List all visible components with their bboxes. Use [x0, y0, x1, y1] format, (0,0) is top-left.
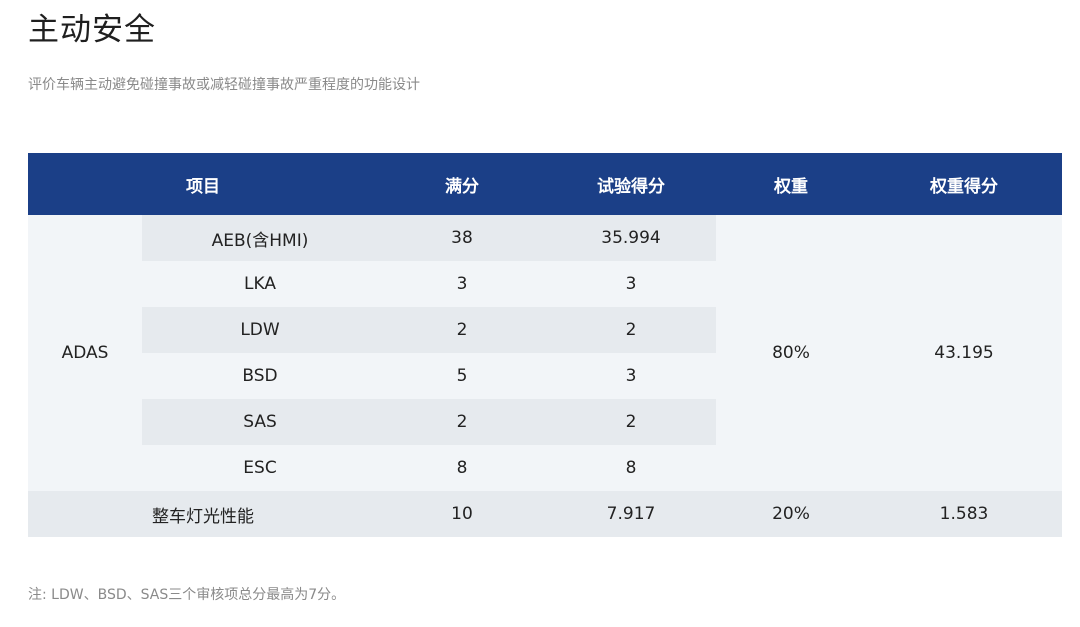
row-full-score: 2 — [378, 399, 546, 445]
adas-group-cell: ADAS — [28, 215, 142, 491]
table-row: SAS 2 2 — [28, 399, 1062, 445]
header-weight: 权重 — [716, 153, 866, 215]
row-full-score: 3 — [378, 261, 546, 307]
row-test-score: 2 — [546, 399, 716, 445]
header-full-score: 满分 — [378, 153, 546, 215]
score-table: 项目 满分 试验得分 权重 权重得分 ADAS AEB(含HMI) 38 35.… — [28, 153, 1062, 537]
page-title: 主动安全 — [28, 12, 156, 48]
row-full-score: 5 — [378, 353, 546, 399]
footnote: 注: LDW、BSD、SAS三个审核项总分最高为7分。 — [28, 587, 346, 603]
row-test-score: 8 — [546, 445, 716, 491]
row-test-score: 2 — [546, 307, 716, 353]
row-full-score: 38 — [378, 215, 546, 261]
lighting-weighted-score: 1.583 — [866, 491, 1062, 537]
row-full-score: 8 — [378, 445, 546, 491]
lighting-weight: 20% — [716, 491, 866, 537]
header-test-score: 试验得分 — [546, 153, 716, 215]
table-header-row: 项目 满分 试验得分 权重 权重得分 — [28, 153, 1062, 215]
table-row: BSD 5 3 — [28, 353, 1062, 399]
header-weighted-score: 权重得分 — [866, 153, 1062, 215]
table-row: ESC 8 8 — [28, 445, 1062, 491]
row-test-score: 3 — [546, 261, 716, 307]
adas-weight-cell: 80% — [716, 215, 866, 491]
row-item-name: BSD — [142, 353, 378, 399]
row-item-name: LKA — [142, 261, 378, 307]
table-row: LKA 3 3 — [28, 261, 1062, 307]
lighting-full-score: 10 — [378, 491, 546, 537]
page-subtitle: 评价车辆主动避免碰撞事故或减轻碰撞事故严重程度的功能设计 — [28, 77, 420, 93]
header-item: 项目 — [28, 153, 378, 215]
table-row: 整车灯光性能 10 7.917 20% 1.583 — [28, 491, 1062, 537]
row-full-score: 2 — [378, 307, 546, 353]
row-item-name: SAS — [142, 399, 378, 445]
table-row: LDW 2 2 — [28, 307, 1062, 353]
lighting-item-name: 整车灯光性能 — [28, 491, 378, 537]
row-item-name: LDW — [142, 307, 378, 353]
row-item-name: ESC — [142, 445, 378, 491]
table-row: ADAS AEB(含HMI) 38 35.994 80% 43.195 — [28, 215, 1062, 491]
adas-weighted-score-cell: 43.195 — [866, 215, 1062, 491]
row-test-score: 3 — [546, 353, 716, 399]
row-test-score: 35.994 — [546, 215, 716, 261]
lighting-test-score: 7.917 — [546, 491, 716, 537]
row-item-name: AEB(含HMI) — [142, 215, 378, 261]
